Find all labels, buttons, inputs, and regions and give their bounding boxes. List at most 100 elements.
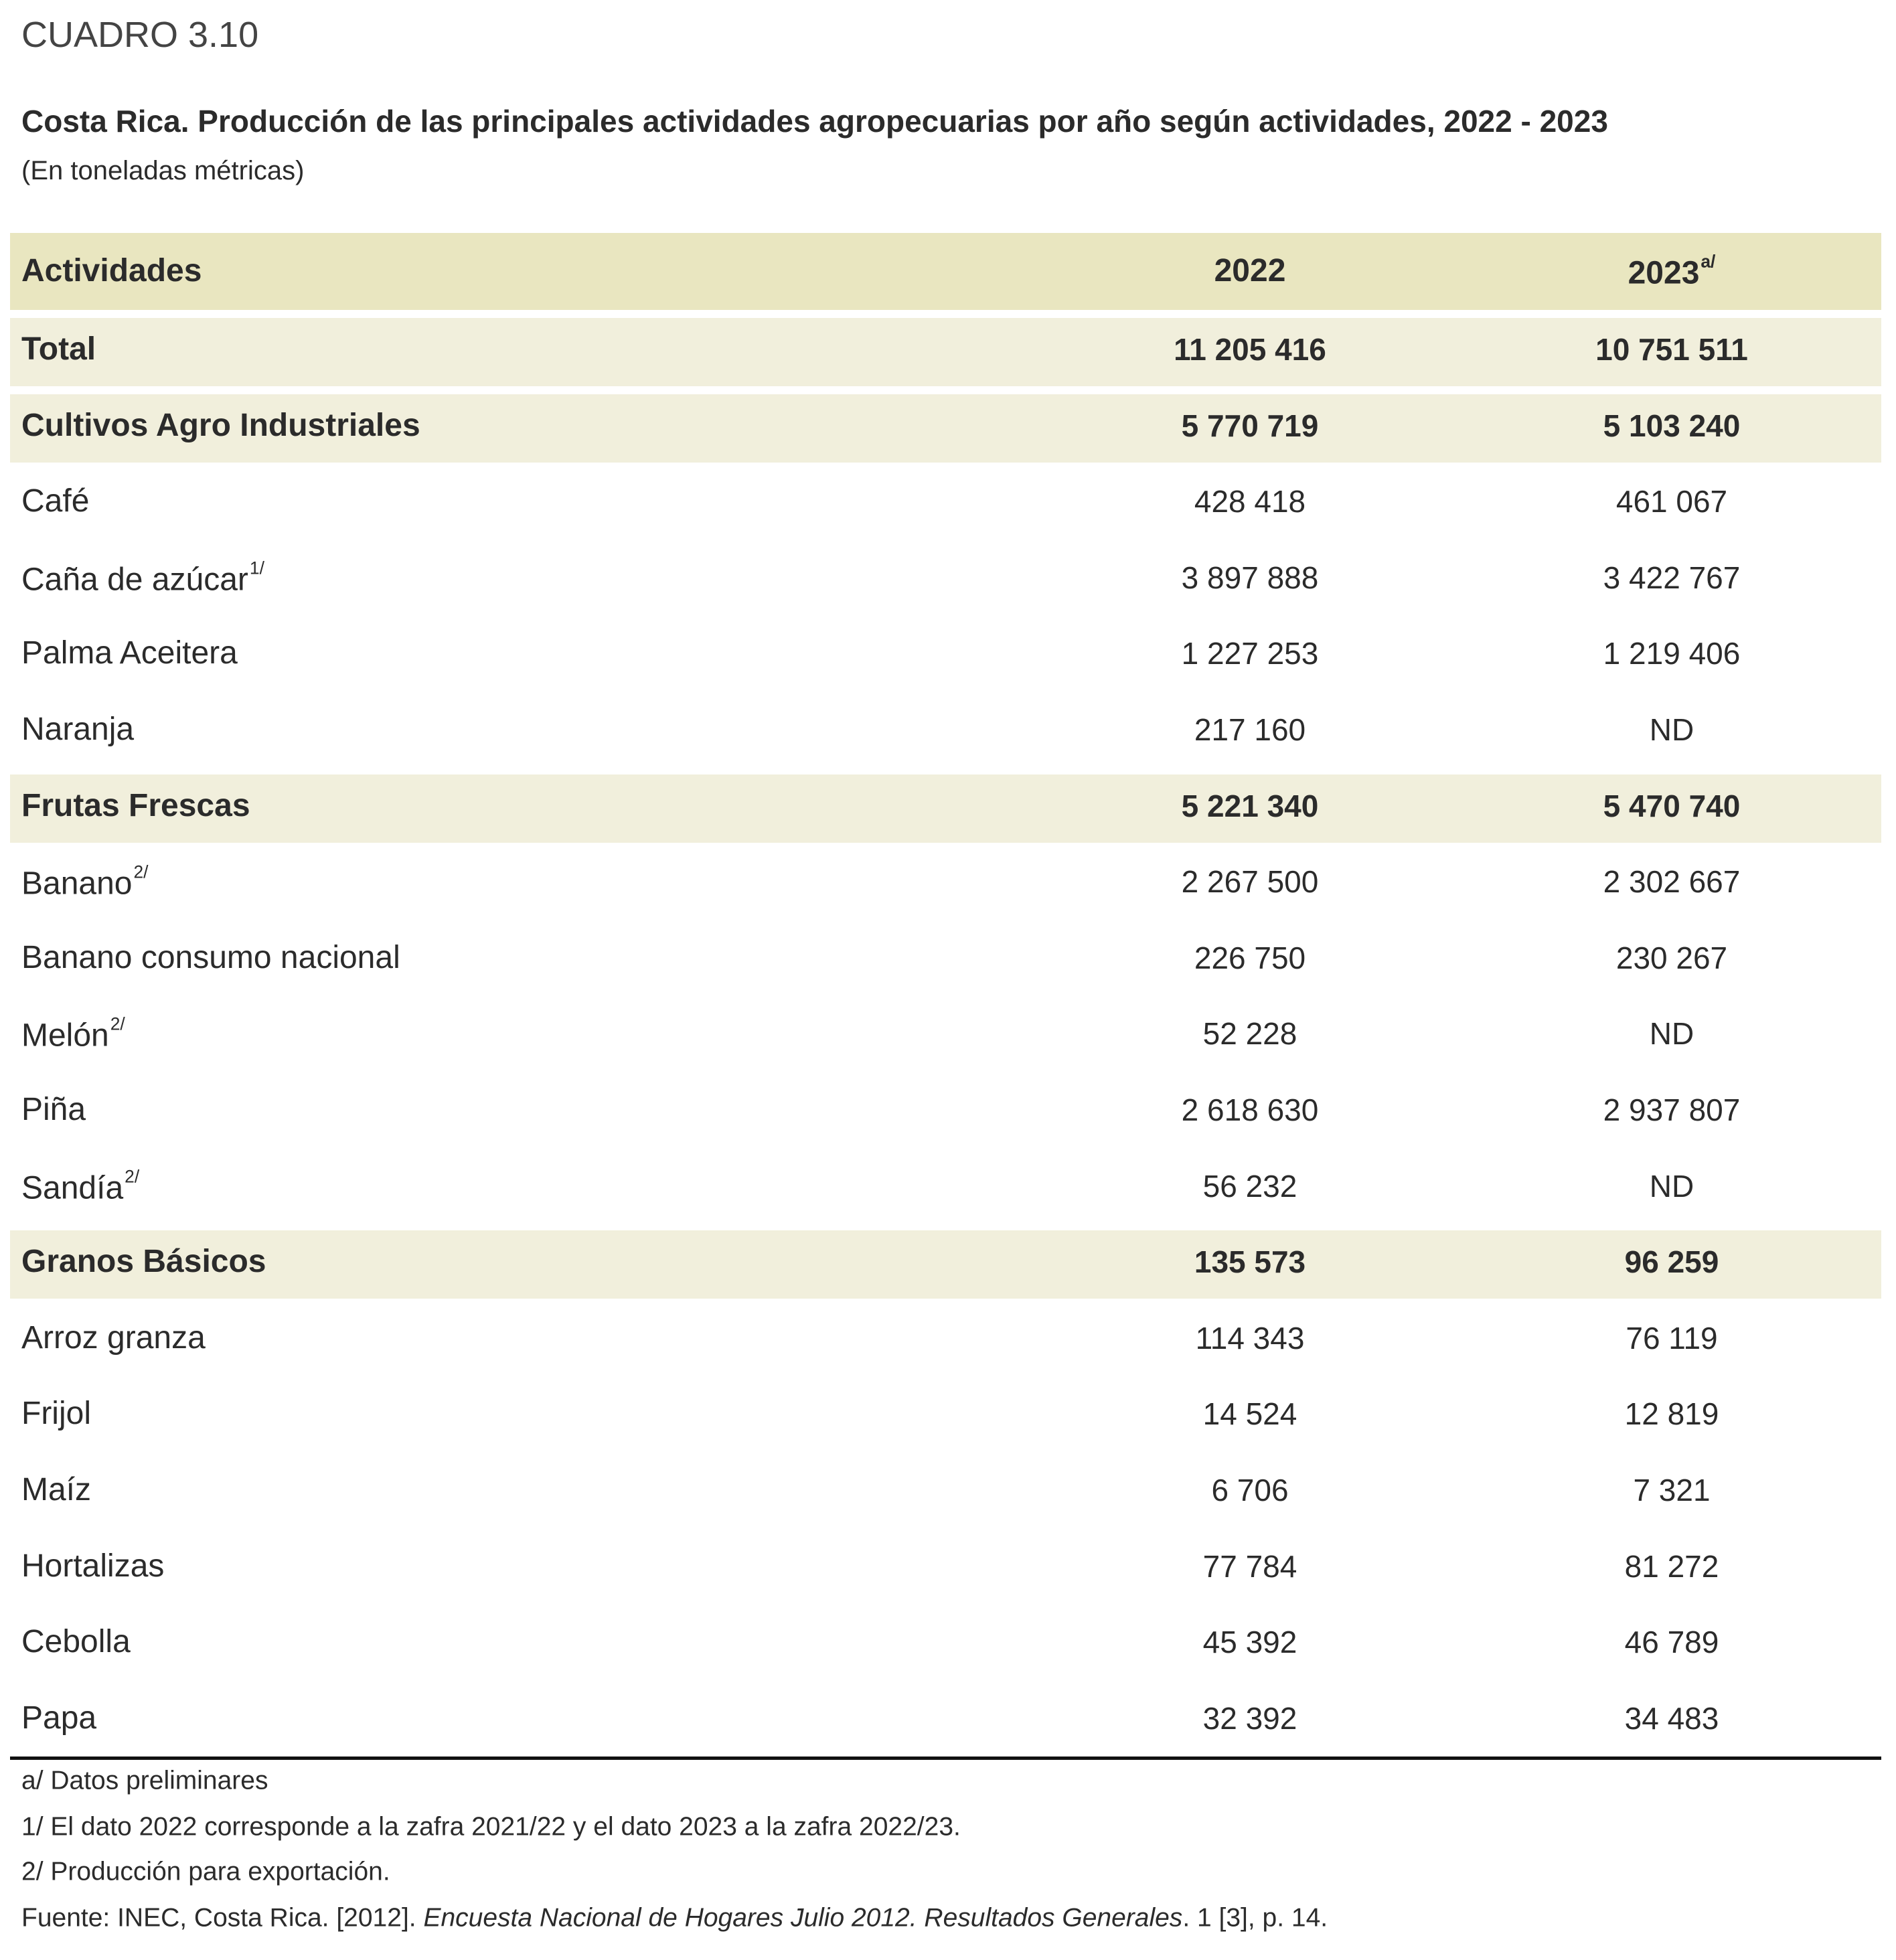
- row-value: 12 819: [1624, 1396, 1719, 1432]
- row-value: 5 770 719: [1181, 408, 1319, 443]
- label-text: Granos Básicos: [21, 1244, 266, 1280]
- label-text: Frutas Frescas: [21, 787, 250, 823]
- row-label: Sandía2/: [21, 1167, 139, 1204]
- row-value: 114 343: [1195, 1320, 1305, 1356]
- row-label: Granos Básicos: [21, 1246, 266, 1278]
- note: a/ Datos preliminares: [21, 1768, 268, 1794]
- row-value: ND: [1649, 712, 1694, 747]
- label-text: Melón: [21, 1017, 109, 1054]
- row-label: Palma Aceitera: [21, 637, 238, 669]
- row-value: 7 321: [1633, 1473, 1711, 1507]
- footnote-mark: a/: [1701, 251, 1716, 272]
- note: 1/ El dato 2022 corresponde a la zafra 2…: [21, 1814, 961, 1840]
- row-value: 11 205 416: [1174, 332, 1326, 367]
- label-text: Papa: [21, 1700, 97, 1736]
- label-text: Cebolla: [21, 1624, 131, 1660]
- row-value: 2 302 667: [1603, 864, 1741, 900]
- row-label: Arroz granza: [21, 1319, 206, 1356]
- footnote-mark: 2/: [110, 1014, 125, 1035]
- row-value: 3 422 767: [1603, 560, 1741, 595]
- label-text: Naranja: [21, 712, 135, 747]
- footnote-mark: 1/: [249, 558, 264, 578]
- row-value: 230 267: [1615, 940, 1728, 975]
- label-text: Banano: [21, 866, 133, 902]
- row-band: [10, 1230, 1881, 1299]
- row-value: 2 267 500: [1181, 864, 1319, 900]
- subtitle: (En toneladas métricas): [21, 156, 305, 185]
- row-value: 1 227 253: [1181, 636, 1319, 671]
- row-value: 3 897 888: [1181, 560, 1319, 595]
- row-value: 217 160: [1194, 712, 1306, 747]
- row-value: 226 750: [1194, 940, 1306, 975]
- label-text: Sandía: [21, 1169, 124, 1206]
- label-text: Frijol: [21, 1396, 91, 1432]
- note: 2/ Producción para exportación.: [21, 1859, 390, 1885]
- row-label: Piña: [21, 1094, 86, 1126]
- row-value: 34 483: [1624, 1700, 1719, 1736]
- label-text: Arroz granza: [21, 1319, 206, 1356]
- row-label: Hortalizas: [21, 1550, 164, 1582]
- row-value: 56 232: [1202, 1168, 1297, 1204]
- table-label: CUADRO 3.10: [21, 15, 259, 55]
- row-band: [10, 318, 1881, 386]
- row-label: Banano consumo nacional: [21, 939, 400, 975]
- header-text: 2023: [1628, 255, 1700, 291]
- row-label: Caña de azúcar1/: [21, 559, 264, 596]
- row-value: 2 937 807: [1603, 1092, 1741, 1127]
- column-header: 2022: [1214, 255, 1286, 287]
- row-value: 96 259: [1624, 1244, 1719, 1280]
- row-value: ND: [1649, 1016, 1694, 1052]
- row-value: 14 524: [1202, 1396, 1297, 1432]
- row-label: Cultivos Agro Industriales: [21, 407, 420, 443]
- row-value: 32 392: [1202, 1700, 1297, 1736]
- row-value: 46 789: [1624, 1625, 1719, 1660]
- row-label: Maíz: [21, 1474, 91, 1506]
- row-label: Cebolla: [21, 1626, 131, 1658]
- row-value: 76 119: [1626, 1320, 1718, 1356]
- label-text: Piña: [21, 1092, 86, 1127]
- row-value: 10 751 511: [1595, 332, 1748, 367]
- row-value: 2 618 630: [1181, 1092, 1319, 1127]
- note-text: Encuesta Nacional de Hogares Julio 2012.…: [423, 1903, 1183, 1933]
- row-value: 5 103 240: [1603, 408, 1741, 443]
- row-label: Naranja: [21, 714, 134, 746]
- note-text: . 1 [3], p. 14.: [1182, 1903, 1328, 1933]
- label-text: Maíz: [21, 1472, 92, 1507]
- note-text: 1/ El dato 2022 corresponde a la zafra 2…: [21, 1812, 961, 1842]
- row-label: Frijol: [21, 1398, 91, 1430]
- bottom-rule: [10, 1757, 1881, 1760]
- row-band: [10, 774, 1881, 843]
- note-text: Fuente: INEC, Costa Rica. [2012].: [21, 1903, 424, 1933]
- row-value: 52 228: [1202, 1016, 1297, 1052]
- row-band: [10, 394, 1881, 463]
- row-value: ND: [1649, 1168, 1694, 1204]
- title: Costa Rica. Producción de las principale…: [21, 104, 1608, 139]
- row-value: 1 219 406: [1603, 636, 1741, 671]
- header-band: [10, 233, 1881, 310]
- header-text: 2022: [1214, 253, 1286, 289]
- label-text: Banano consumo nacional: [21, 939, 400, 975]
- label-text: Cultivos Agro Industriales: [21, 407, 420, 443]
- label-text: Café: [21, 483, 90, 519]
- row-value: 6 706: [1211, 1473, 1289, 1507]
- row-label: Melón2/: [21, 1015, 125, 1052]
- note-text: a/ Datos preliminares: [21, 1766, 268, 1795]
- column-header: 2023a/: [1628, 251, 1716, 291]
- label-text: Total: [21, 331, 96, 367]
- row-value: 461 067: [1615, 484, 1728, 519]
- row-value: 5 470 740: [1603, 788, 1741, 823]
- row-label: Café: [21, 485, 89, 517]
- label-text: Caña de azúcar: [21, 562, 248, 598]
- row-label: Banano2/: [21, 864, 149, 900]
- row-value: 428 418: [1194, 484, 1306, 519]
- row-value: 77 784: [1202, 1548, 1297, 1584]
- row-label: Papa: [21, 1702, 96, 1734]
- column-header: Actividades: [21, 255, 202, 287]
- header-text: Actividades: [21, 253, 202, 289]
- row-value: 81 272: [1624, 1548, 1719, 1584]
- note-text: 2/ Producción para exportación.: [21, 1857, 390, 1886]
- row-value: 5 221 340: [1181, 788, 1319, 823]
- row-label: Frutas Frescas: [21, 787, 250, 823]
- footnote-mark: 2/: [133, 862, 149, 882]
